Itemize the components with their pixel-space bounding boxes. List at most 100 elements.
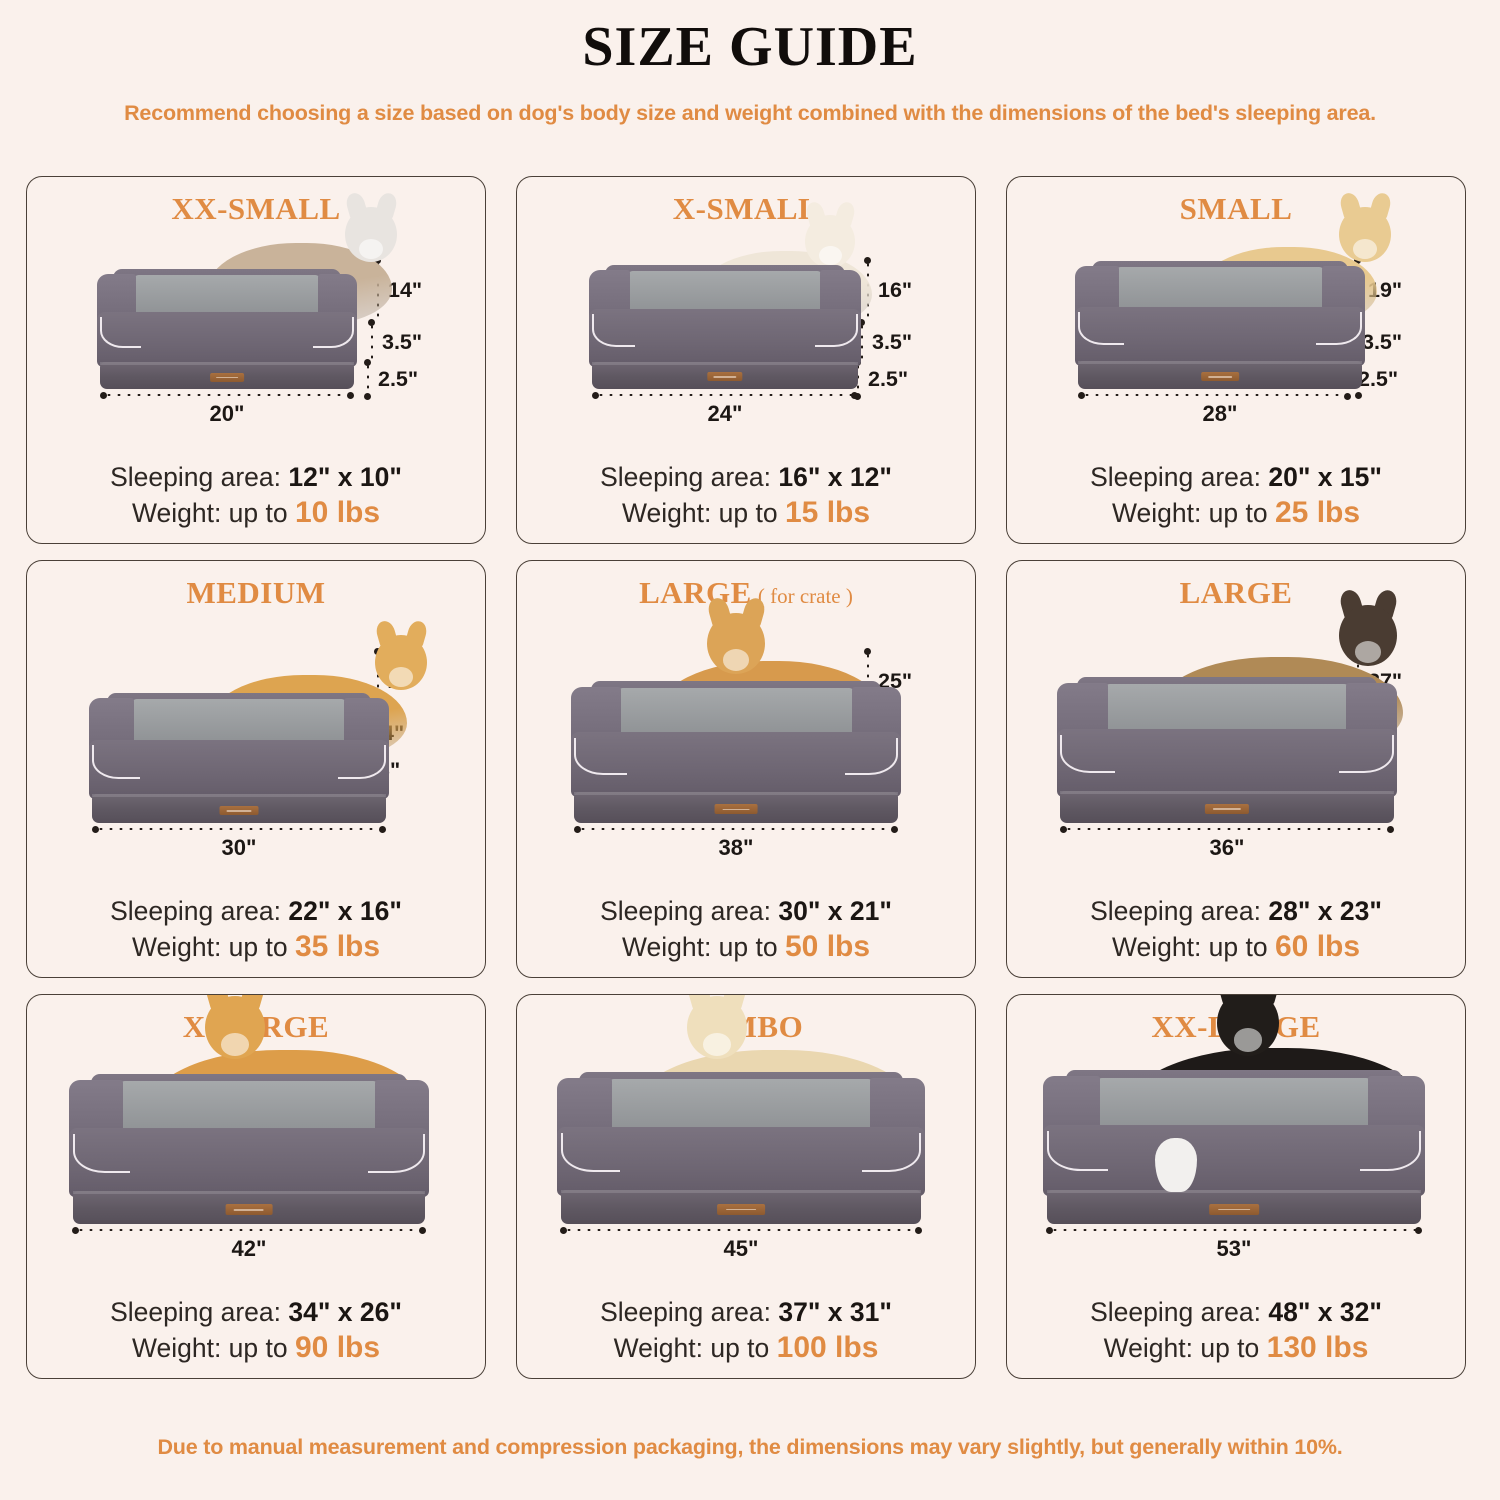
bed-illustration: 25"4"3"38" xyxy=(517,595,975,895)
size-card-x-small-1[interactable]: X-SMALL 16" 3.5" 2.5" 24" Sleeping area: 16" … xyxy=(516,176,976,544)
weight-value: 90 lbs xyxy=(294,1331,381,1365)
dimension-endpoint xyxy=(560,1226,567,1234)
dimension-endpoint xyxy=(592,391,599,399)
pet-muzzle xyxy=(703,1033,731,1056)
weight-value: 100 lbs xyxy=(776,1331,879,1365)
height-dimensions: 16" 3.5" 2.5" xyxy=(854,256,969,401)
size-card-xx-small-0[interactable]: XX-SMALL 14" 3.5" 2.5" 20" Sleeping area: 12"… xyxy=(26,176,486,544)
sleeping-area-line: Sleeping area: 20" x 15" xyxy=(1007,461,1465,494)
dimension-endpoint xyxy=(100,391,107,399)
bed-brand-tag xyxy=(1209,1203,1259,1215)
dimension-endpoint xyxy=(1344,393,1352,401)
dimension-endpoint xyxy=(1387,825,1394,833)
bed-cushion-body xyxy=(97,312,357,368)
dimension-endpoint xyxy=(72,1226,79,1234)
dimension-dotted-line xyxy=(368,319,376,363)
bed-back-bolster xyxy=(1065,1069,1403,1135)
size-card-large-4[interactable]: LARGE( for crate )25"4"3"38"Sleeping are… xyxy=(516,560,976,978)
dimension-dotted-line xyxy=(596,394,854,397)
width-value: 42" xyxy=(231,1235,267,1261)
width-dimension: 36" xyxy=(1007,825,1465,861)
width-value: 20" xyxy=(209,400,245,426)
dimension-endpoint xyxy=(364,359,372,367)
dimension-dotted-line xyxy=(564,1229,918,1232)
card-size-title: MEDIUM xyxy=(186,575,325,611)
bed-brand-tag xyxy=(1201,372,1239,382)
page-subtitle: Recommend choosing a size based on dog's… xyxy=(124,100,1376,125)
width-value: 24" xyxy=(707,400,743,426)
dimension-dotted-line xyxy=(1082,394,1358,397)
bed-illustration: 42"6"3.5"53" xyxy=(1007,995,1465,1296)
bed-illustration: 16" 3.5" 2.5" 24" xyxy=(517,199,975,461)
dog-bed-product xyxy=(1075,260,1365,389)
dimension-endpoint xyxy=(347,391,354,399)
dimension-endpoint xyxy=(92,825,99,833)
bed-illustration: 30"5"3.5"42" xyxy=(27,995,485,1296)
width-dimension: 20" xyxy=(27,391,485,427)
card-specs: Sleeping area: 16" x 12" Weight: up to 15… xyxy=(517,461,975,543)
width-value: 36" xyxy=(1209,834,1245,860)
weight-label: Weight: up to xyxy=(1103,1333,1267,1364)
size-card-small-2[interactable]: SMALL 19" 3.5" 2.5" 28" Sleeping area: 20" x … xyxy=(1006,176,1466,544)
dog-bed-product xyxy=(97,268,357,389)
size-card-xx-large-8[interactable]: XX-LARGE42"6"3.5"53"Sleeping area: 48" x… xyxy=(1006,994,1466,1379)
bed-illustration: 14" 3.5" 2.5" 20" xyxy=(27,191,485,461)
dimension-dotted-line xyxy=(1064,828,1390,831)
bed-back-bolster xyxy=(590,680,882,741)
bed-cushion-body xyxy=(69,1127,429,1197)
sleeping-area-label: Sleeping area: xyxy=(600,1296,779,1327)
pet-muzzle xyxy=(359,239,383,259)
dimension-endpoint xyxy=(864,256,872,264)
weight-line: Weight: up to 15 lbs xyxy=(517,494,975,532)
card-specs: Sleeping area: 20" x 15" Weight: up to 25… xyxy=(1007,461,1465,543)
sleeping-area-label: Sleeping area: xyxy=(1090,895,1269,926)
width-dimension: 53" xyxy=(1007,1226,1465,1262)
weight-value: 10 lbs xyxy=(294,496,381,530)
bed-back-bolster xyxy=(107,692,371,748)
card-specs: Sleeping area: 22" x 16" Weight: up to 35… xyxy=(27,895,485,977)
card-size-title: LARGE xyxy=(1180,575,1293,611)
sleeping-area-line: Sleeping area: 12" x 10" xyxy=(27,461,485,494)
dog-bed-product xyxy=(1057,676,1397,823)
weight-line: Weight: up to 130 lbs xyxy=(1007,1329,1465,1367)
bed-back-bolster xyxy=(579,1071,903,1136)
pet-muzzle xyxy=(389,667,413,687)
dimension-endpoint xyxy=(1046,1226,1053,1234)
bed-illustration: 35"5"3.5"45" xyxy=(517,995,975,1296)
weight-line: Weight: up to 100 lbs xyxy=(517,1329,975,1367)
weight-value: 50 lbs xyxy=(784,930,871,964)
dimension-dotted-line xyxy=(76,1229,422,1232)
footer-disclaimer: Due to manual measurement and compressio… xyxy=(157,1435,1343,1459)
weight-label: Weight: up to xyxy=(613,1333,777,1364)
width-dimension: 45" xyxy=(517,1226,975,1262)
sleeping-area-label: Sleeping area: xyxy=(110,895,289,926)
pet-muzzle xyxy=(1354,640,1382,663)
bed-brand-tag xyxy=(219,805,259,816)
dimension-endpoint xyxy=(915,1226,922,1234)
size-card-medium-3[interactable]: MEDIUM20"4"3"30"Sleeping area: 22" x 16"… xyxy=(26,560,486,978)
width-dimension: 28" xyxy=(1007,391,1465,427)
weight-line: Weight: up to 25 lbs xyxy=(1007,494,1465,532)
card-size-name: X-SMALL xyxy=(672,191,820,226)
size-card-x-large-6[interactable]: X-LARGE30"5"3.5"42"Sleeping area: 34" x … xyxy=(26,994,486,1379)
weight-label: Weight: up to xyxy=(131,1333,295,1364)
height-value: 2.5" xyxy=(1358,367,1399,392)
sleeping-area-line: Sleeping area: 30" x 21" xyxy=(517,895,975,928)
sleeping-area-label: Sleeping area: xyxy=(600,895,779,926)
sleeping-area-value: 12" x 10" xyxy=(288,461,402,492)
dimension-endpoint xyxy=(364,393,372,401)
bed-brand-tag xyxy=(717,1204,765,1215)
weight-line: Weight: up to 35 lbs xyxy=(27,928,485,966)
card-size-note: ( for crate ) xyxy=(757,584,853,608)
dimension-dotted-line xyxy=(96,828,382,831)
weight-value: 25 lbs xyxy=(1274,496,1361,530)
size-card-jumbo-7[interactable]: JUMBO35"5"3.5"45"Sleeping area: 37" x 31… xyxy=(516,994,976,1379)
weight-label: Weight: up to xyxy=(131,498,295,529)
weight-value: 35 lbs xyxy=(294,930,381,964)
card-size-name: LARGE xyxy=(639,575,752,610)
card-size-title: X-SMALL xyxy=(673,191,819,227)
sleeping-area-line: Sleeping area: 16" x 12" xyxy=(517,461,975,494)
bed-illustration: 19" 3.5" 2.5" 28" xyxy=(1007,191,1465,461)
